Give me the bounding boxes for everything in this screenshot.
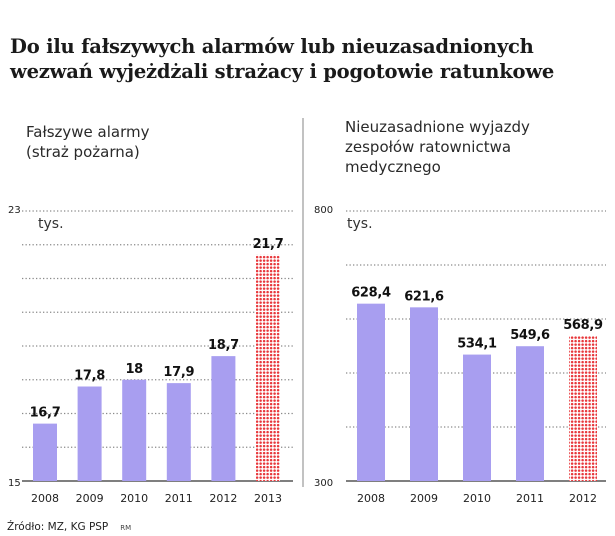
source-text: Źródło: MZ, KG PSP — [7, 521, 109, 533]
right-bar-2008 — [357, 303, 385, 481]
source-note: Źródło: MZ, KG PSP RM — [7, 521, 131, 533]
left-ytick-max: 23 — [8, 205, 21, 216]
left-value-label-2013: 21,7 — [253, 237, 284, 252]
left-value-label-2011: 17,9 — [163, 365, 194, 380]
right-bar-2012-highlight — [569, 335, 597, 481]
left-bar-2009 — [77, 386, 102, 481]
right-ytick-max: 800 — [314, 205, 333, 216]
left-value-label-2009: 17,8 — [74, 369, 105, 384]
left-category-label-2011: 2011 — [165, 492, 193, 505]
right-value-label-2012: 568,9 — [563, 318, 603, 333]
left-category-label-2008: 2008 — [31, 492, 59, 505]
left-bar-2012 — [211, 356, 236, 481]
left-value-label-2012: 18,7 — [208, 338, 239, 353]
right-category-label-2009: 2009 — [410, 492, 438, 505]
left-category-label-2012: 2012 — [209, 492, 237, 505]
right-value-label-2009: 621,6 — [404, 289, 444, 304]
right-value-label-2011: 549,6 — [510, 328, 550, 343]
right-bar-2009 — [410, 307, 438, 481]
right-category-label-2008: 2008 — [357, 492, 385, 505]
right-chart-subtitle: Nieuzasadnione wyjazdy zespołów ratownic… — [345, 118, 530, 176]
left-category-label-2010: 2010 — [120, 492, 148, 505]
left-category-label-2009: 2009 — [76, 492, 104, 505]
left-category-label-2013: 2013 — [254, 492, 282, 505]
right-category-label-2010: 2010 — [463, 492, 491, 505]
right-ytick-min: 300 — [314, 478, 333, 489]
title-line-1: Do ilu fałszywych alarmów lub nieuzasadn… — [10, 35, 534, 58]
left-bar-2008 — [33, 423, 57, 481]
right-bar-2010 — [463, 354, 491, 481]
left-unit-label: tys. — [38, 216, 64, 232]
left-ytick-min: 15 — [8, 478, 21, 489]
left-value-label-2008: 16,7 — [30, 406, 61, 421]
left-chart-subtitle: Fałszywe alarmy (straż pożarna) — [26, 123, 150, 161]
left-bar-2013-highlight — [256, 254, 280, 481]
right-unit-label: tys. — [347, 216, 373, 232]
right-category-label-2011: 2011 — [516, 492, 544, 505]
left-value-label-2010: 18 — [125, 362, 143, 377]
left-bar-2010 — [122, 379, 147, 481]
title-line-2: wezwań wyjeżdżali strażacy i pogotowie r… — [10, 60, 555, 83]
right-value-label-2008: 628,4 — [351, 286, 391, 301]
author-mark: RM — [120, 524, 132, 532]
left-bar-2011 — [166, 383, 191, 481]
right-bar-2011 — [516, 346, 544, 481]
right-value-label-2010: 534,1 — [457, 337, 497, 352]
right-category-label-2012: 2012 — [569, 492, 597, 505]
chart-title: Do ilu fałszywych alarmów lub nieuzasadn… — [10, 34, 610, 84]
